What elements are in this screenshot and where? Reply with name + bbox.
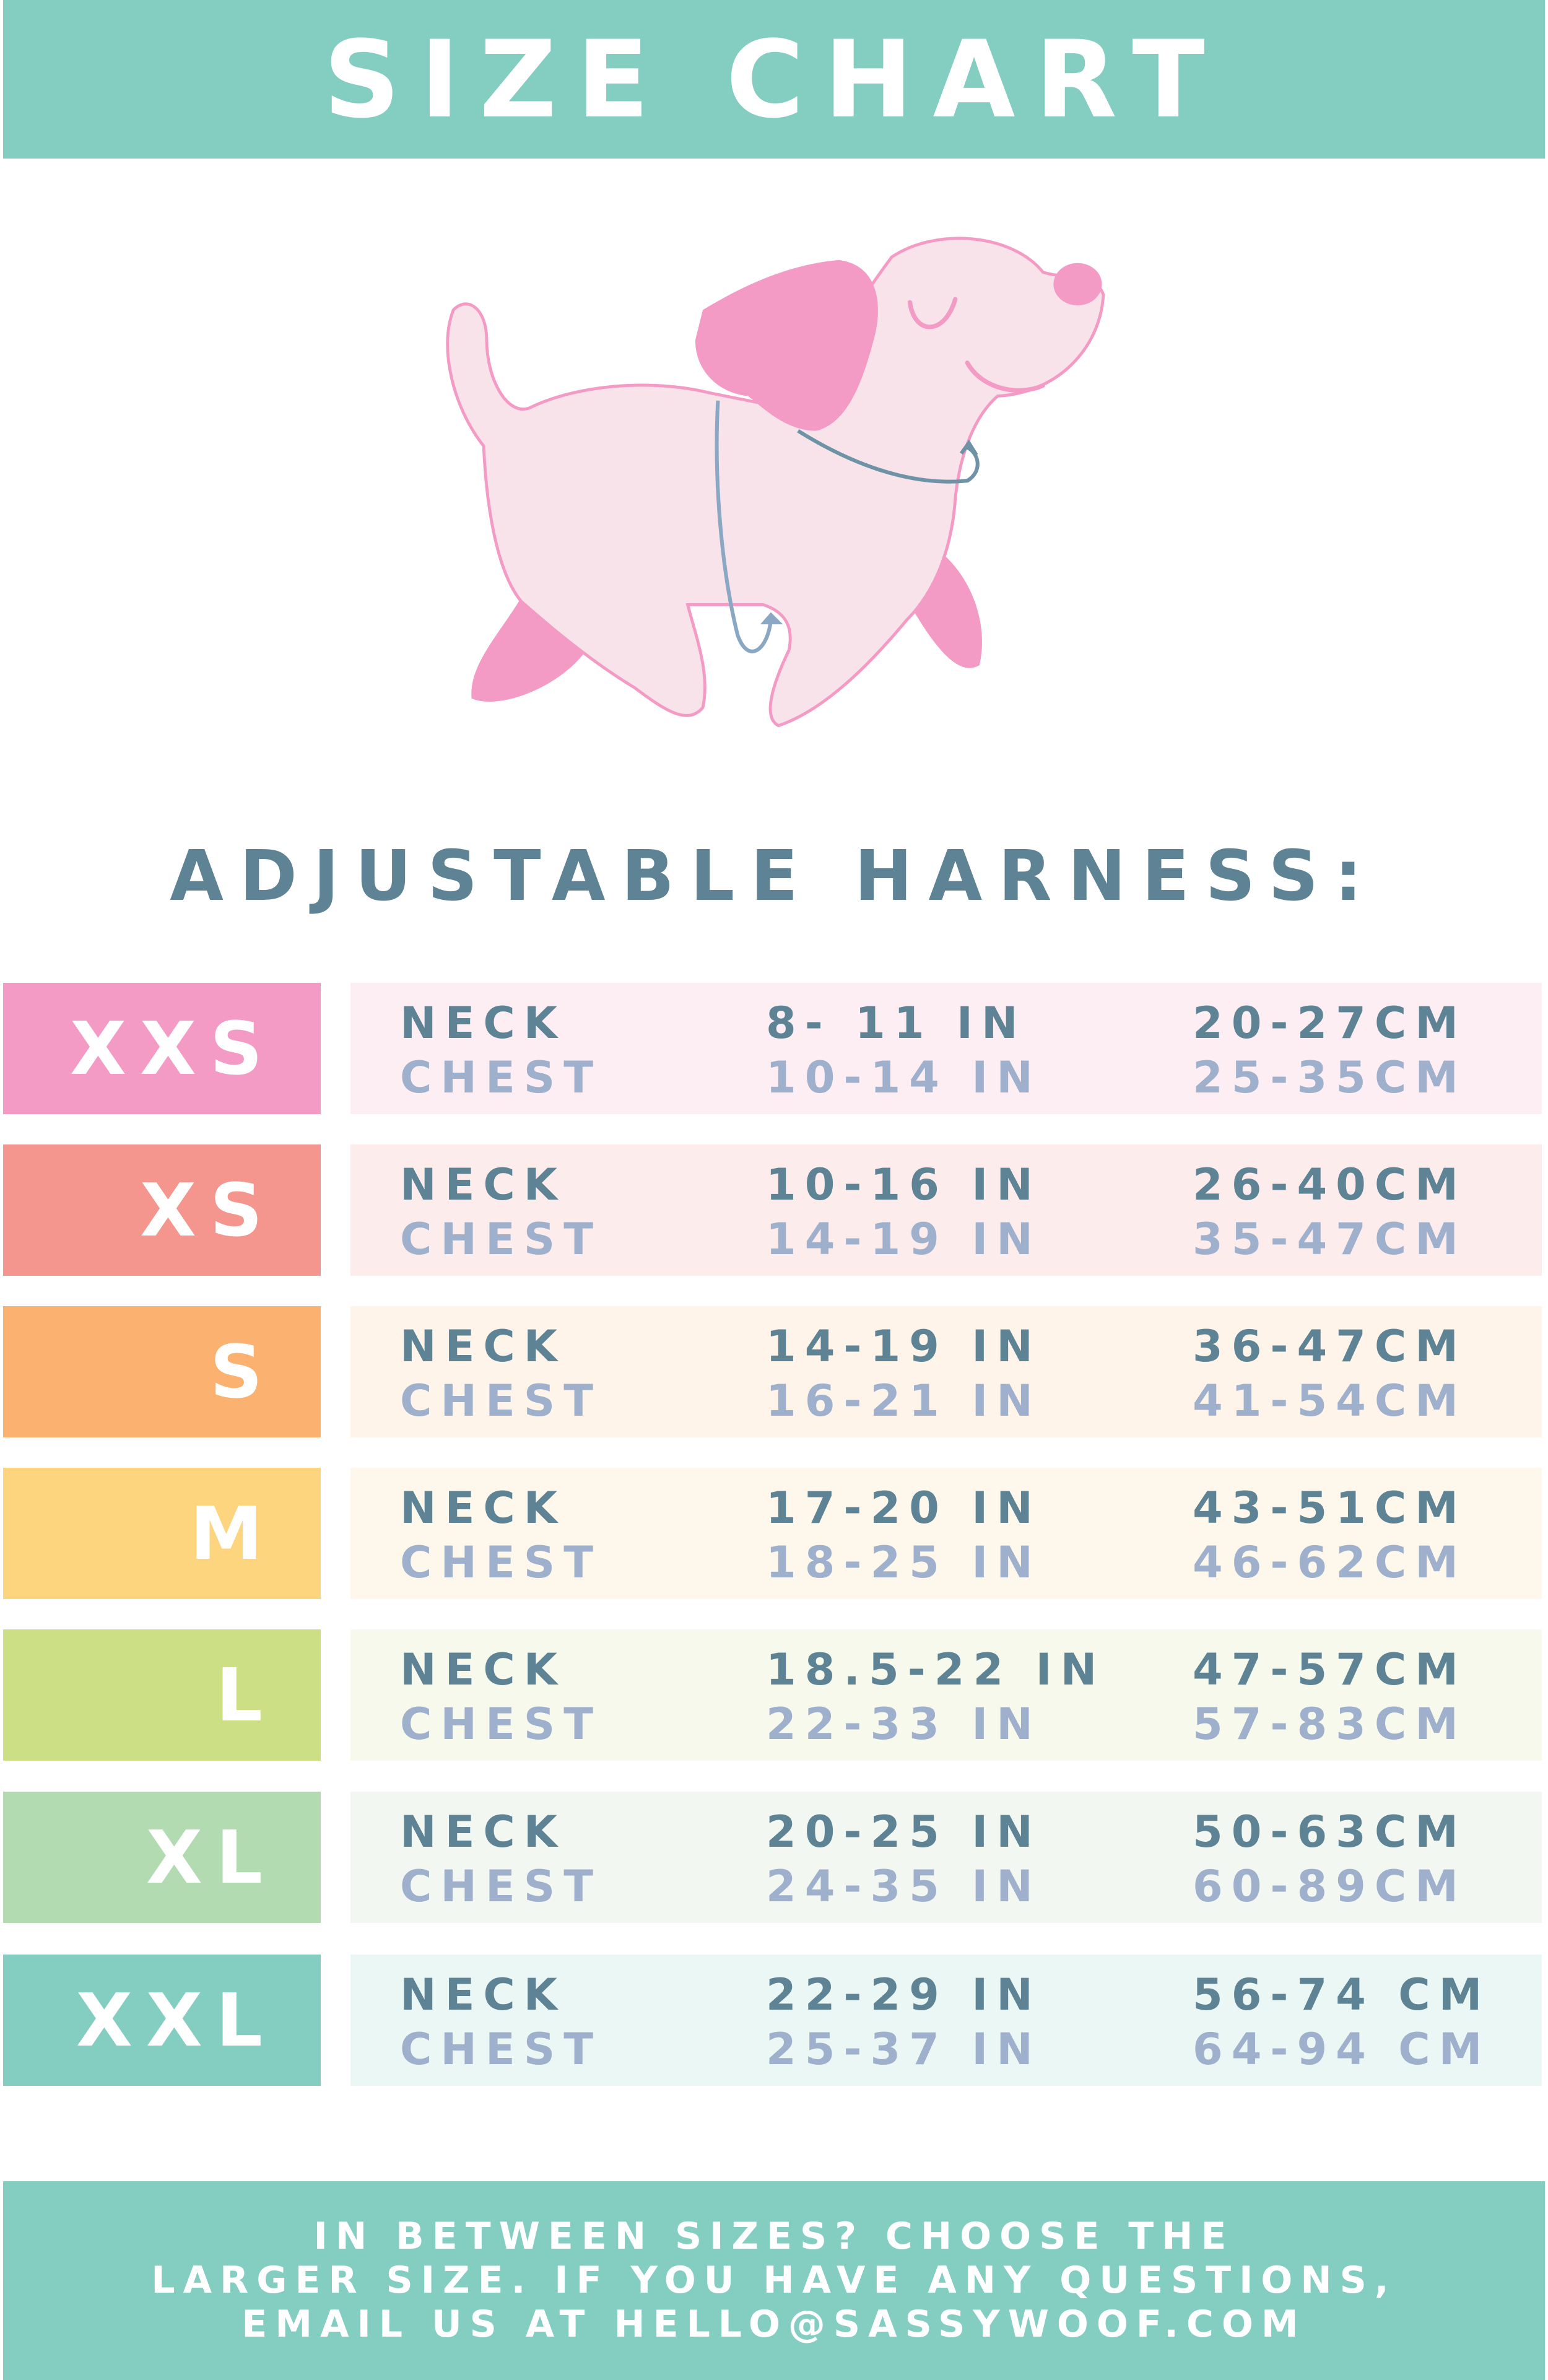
size-label: L [215,1652,276,1738]
neck-label: NECK [400,1483,567,1533]
measurement-box: NECK 8- 11 IN 20-27CM CHEST 10-14 IN 25-… [350,983,1542,1114]
size-label-box: M [3,1468,321,1599]
dog-back-leg [471,597,587,702]
section-subtitle: ADJUSTABLE HARNESS: [170,836,1378,917]
chest-cm: 25-35CM [1193,1052,1467,1103]
size-row: S NECK 14-19 IN 36-47CM CHEST 16-21 IN 4… [0,1306,1548,1437]
size-label: XXL [76,1977,276,2063]
neck-inches: 14-19 IN [766,1321,1041,1372]
neck-label: NECK [400,998,567,1048]
chest-inches: 16-21 IN [766,1375,1041,1426]
chest-inches: 10-14 IN [766,1052,1041,1103]
neck-cm: 36-47CM [1193,1321,1467,1372]
chest-label: CHEST [400,1699,602,1750]
dog-nose [1053,263,1102,306]
measurement-box: NECK 10-16 IN 26-40CM CHEST 14-19 IN 35-… [350,1144,1542,1276]
size-label: XS [140,1167,276,1253]
chest-cm: 60-89CM [1193,1861,1467,1912]
dog-illustration [446,237,1105,728]
measurement-box: NECK 14-19 IN 36-47CM CHEST 16-21 IN 41-… [350,1306,1542,1437]
neck-cm: 26-40CM [1193,1159,1467,1210]
neck-label: NECK [400,1969,567,2020]
footer-banner: IN BETWEEN SIZES? CHOOSE THE LARGER SIZE… [3,2181,1545,2380]
chest-inches: 22-33 IN [766,1699,1041,1750]
size-label-box: S [3,1306,321,1437]
chest-inches: 14-19 IN [766,1214,1041,1265]
header-banner: SIZE CHART [3,0,1545,159]
neck-cm: 47-57CM [1193,1644,1467,1695]
dog-ear [695,259,878,431]
chest-cm: 41-54CM [1193,1375,1467,1426]
size-label-box: XS [3,1144,321,1276]
measurement-box: NECK 20-25 IN 50-63CM CHEST 24-35 IN 60-… [350,1792,1542,1923]
dog-body [446,237,1105,728]
neck-inches: 18.5-22 IN [766,1644,1106,1695]
chest-label: CHEST [400,1537,602,1588]
size-label: M [189,1491,276,1576]
neck-cm: 50-63CM [1193,1807,1467,1857]
chest-inches: 25-37 IN [766,2024,1041,2075]
neck-measure-line [797,429,980,484]
chest-label: CHEST [400,1052,602,1103]
neck-cm: 20-27CM [1193,998,1467,1048]
neck-inches: 17-20 IN [766,1483,1041,1533]
footer-line: EMAIL US AT HELLO@SASSYWOOF.COM [241,2303,1307,2346]
neck-inches: 20-25 IN [766,1807,1041,1857]
chest-inches: 24-35 IN [766,1861,1041,1912]
size-row: XXL NECK 22-29 IN 56-74 CM CHEST 25-37 I… [0,1955,1548,2086]
chest-label: CHEST [400,1214,602,1265]
chest-cm: 64-94 CM [1193,2024,1491,2075]
chest-cm: 46-62CM [1193,1537,1467,1588]
chest-inches: 18-25 IN [766,1537,1041,1588]
size-label-box: XL [3,1792,321,1923]
neck-inches: 10-16 IN [766,1159,1041,1210]
chest-label: CHEST [400,2024,602,2075]
neck-label: NECK [400,1321,567,1372]
size-label-box: L [3,1629,321,1761]
size-row: L NECK 18.5-22 IN 47-57CM CHEST 22-33 IN… [0,1629,1548,1761]
dog-eye [907,297,958,329]
page-title: SIZE CHART [323,17,1225,142]
chest-label: CHEST [400,1861,602,1912]
chest-arrow-icon [760,612,783,625]
size-label: S [210,1329,276,1414]
measurement-box: NECK 17-20 IN 43-51CM CHEST 18-25 IN 46-… [350,1468,1542,1599]
dog-mouth [965,360,1045,393]
size-row: XXS NECK 8- 11 IN 20-27CM CHEST 10-14 IN… [0,983,1548,1114]
measurement-box: NECK 22-29 IN 56-74 CM CHEST 25-37 IN 64… [350,1955,1542,2086]
neck-inches: 8- 11 IN [766,998,1027,1048]
neck-label: NECK [400,1159,567,1210]
size-row: M NECK 17-20 IN 43-51CM CHEST 18-25 IN 4… [0,1468,1548,1599]
size-row: XL NECK 20-25 IN 50-63CM CHEST 24-35 IN … [0,1792,1548,1923]
footer-line: IN BETWEEN SIZES? CHOOSE THE [313,2215,1235,2258]
chest-measure-line [715,400,773,653]
chest-label: CHEST [400,1375,602,1426]
neck-inches: 22-29 IN [766,1969,1041,2020]
footer-line: LARGER SIZE. IF YOU HAVE ANY QUESTIONS, [151,2259,1397,2302]
chest-cm: 35-47CM [1193,1214,1467,1265]
size-label: XXS [70,1006,276,1091]
neck-label: NECK [400,1807,567,1857]
size-label: XL [146,1815,276,1900]
neck-cm: 56-74 CM [1193,1969,1491,2020]
neck-cm: 43-51CM [1193,1483,1467,1533]
size-label-box: XXS [3,983,321,1114]
size-label-box: XXL [3,1955,321,2086]
neck-label: NECK [400,1644,567,1695]
measurement-box: NECK 18.5-22 IN 47-57CM CHEST 22-33 IN 5… [350,1629,1542,1761]
chest-cm: 57-83CM [1193,1699,1467,1750]
size-row: XS NECK 10-16 IN 26-40CM CHEST 14-19 IN … [0,1144,1548,1276]
